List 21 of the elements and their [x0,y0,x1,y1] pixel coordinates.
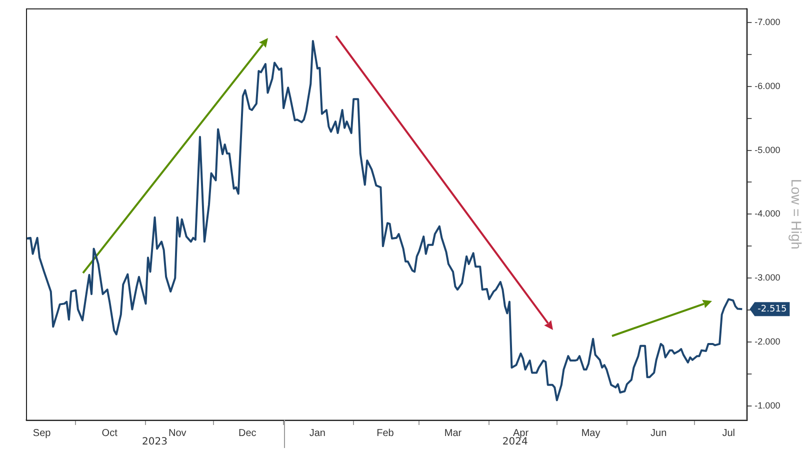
y-tick-label: -3.000 [754,272,780,283]
y-tick-label: -7.000 [754,16,780,27]
x-tick-label: Mar [444,428,462,439]
y-tick-label: -2.000 [754,336,780,347]
y-tick-label: -1.000 [754,400,780,410]
annotation: -2.515 [758,304,787,314]
x-tick-label: Jun [650,428,667,439]
x-tick-label: Jul [722,428,736,439]
y-axis-title: Low = High [788,178,805,250]
x-tick-label: Oct [102,428,118,439]
x-tick-label: Dec [238,428,256,439]
x-tick-label: Jan [309,428,326,439]
text: 2024 [502,436,528,448]
y-tick-label: -5.000 [754,144,780,155]
x-tick-label: Feb [376,428,394,439]
y-tick-label: -6.000 [754,80,780,91]
x-tick-label: Sep [32,428,52,439]
y-tick-label: -4.000 [754,208,780,219]
text: 2023 [142,436,168,448]
x-tick-label: May [581,428,600,439]
x-tick-label: Nov [168,428,186,439]
